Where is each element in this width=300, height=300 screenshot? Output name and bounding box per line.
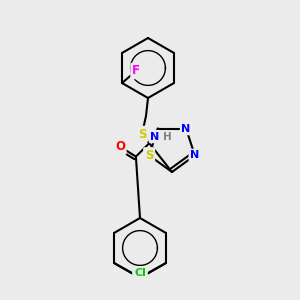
Text: N: N: [150, 132, 160, 142]
Text: S: S: [145, 149, 153, 162]
Text: N: N: [182, 124, 191, 134]
Text: N: N: [190, 150, 200, 161]
Text: Cl: Cl: [134, 268, 146, 278]
Text: F: F: [132, 64, 140, 77]
Text: O: O: [115, 140, 125, 153]
Text: S: S: [138, 128, 146, 140]
Text: Cl: Cl: [134, 268, 146, 278]
Text: H: H: [163, 132, 171, 142]
